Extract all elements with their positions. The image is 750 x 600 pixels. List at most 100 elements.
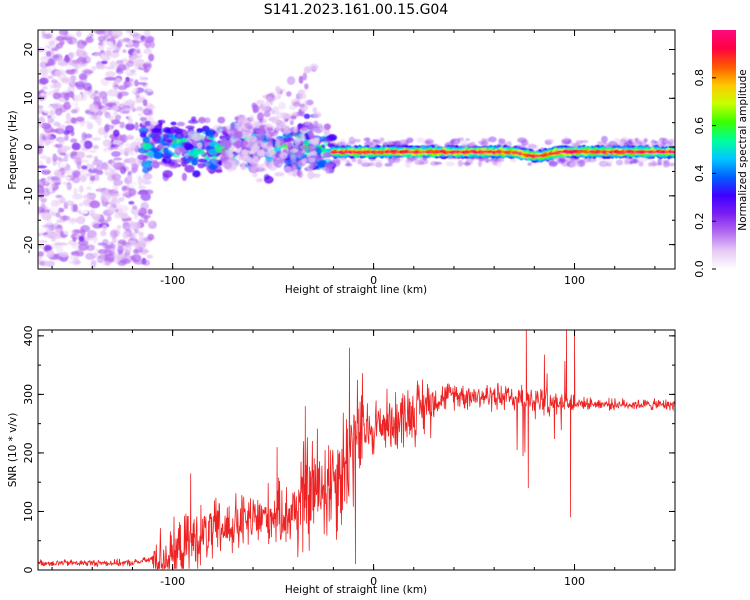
spectrogram-chirp-blob bbox=[253, 155, 260, 165]
spectrogram-noise-blob bbox=[115, 139, 122, 146]
spectrogram-chirp-blob bbox=[279, 152, 288, 160]
spectrogram-noise-blob bbox=[38, 245, 46, 249]
spectrogram-chirp-blob bbox=[287, 141, 293, 149]
spectrogram-noise-blob bbox=[45, 156, 52, 165]
snr-x-ticks: -100 0 100 bbox=[51, 330, 656, 588]
spectrogram-halo-blob bbox=[353, 138, 361, 143]
spectrogram-noise-blob bbox=[126, 41, 133, 47]
snr-plot-background bbox=[38, 330, 675, 570]
spectrogram-noise-blob bbox=[78, 112, 88, 117]
spectrogram-noise-blob bbox=[132, 33, 143, 40]
spectrogram-halo-blob bbox=[488, 136, 497, 143]
spectrogram-chirp-blob bbox=[286, 76, 296, 85]
spectrogram-noise-blob bbox=[78, 185, 84, 193]
spectrogram-chirp-blob bbox=[301, 126, 309, 132]
spectrogram-noise-blob bbox=[46, 249, 55, 258]
spectrogram-signal-blob bbox=[152, 161, 160, 169]
spectrogram-signal-blob bbox=[324, 163, 334, 169]
spectrogram-noise-blob bbox=[119, 214, 130, 220]
spectrogram-noise-blob bbox=[63, 154, 69, 163]
spectrogram-halo-blob bbox=[457, 159, 463, 167]
spectrogram-noise-blob bbox=[113, 221, 124, 227]
spectrogram-halo-blob bbox=[460, 140, 468, 147]
spectrogram-chirp-blob bbox=[259, 124, 265, 130]
spectrogram-chirp-blob bbox=[292, 125, 299, 134]
spectrogram-x-tick-label: -100 bbox=[160, 274, 185, 287]
spectrogram-blobs bbox=[38, 30, 675, 268]
colorbar-tick-label: 0.4 bbox=[693, 165, 706, 183]
spectrogram-halo-blob bbox=[639, 141, 647, 146]
spectrogram-halo-blob bbox=[357, 158, 363, 165]
spectrogram-noise-blob bbox=[38, 105, 44, 114]
spectrogram-chirp-blob bbox=[303, 66, 312, 74]
spectrogram-noise-blob bbox=[92, 144, 99, 150]
spectrogram-noise-blob bbox=[122, 80, 133, 88]
spectrogram-noise-blob bbox=[107, 206, 116, 215]
spectrogram-noise-blob bbox=[79, 142, 86, 150]
spectrogram-noise-blob bbox=[106, 215, 112, 222]
snr-y-tick-label: 200 bbox=[22, 442, 35, 463]
spectrogram-noise-blob bbox=[137, 176, 143, 186]
spectrogram-signal-blob bbox=[205, 129, 213, 136]
spectrogram-noise-blob bbox=[92, 234, 98, 244]
spectrogram-noise-blob bbox=[39, 116, 45, 124]
spectrogram-noise-blob bbox=[80, 225, 91, 233]
spectrogram-noise-blob bbox=[125, 143, 132, 147]
spectrogram-noise-blob bbox=[56, 156, 62, 161]
spectrogram-noise-blob bbox=[125, 123, 135, 131]
spectrogram-signal-blob bbox=[252, 172, 258, 178]
spectrogram-halo-blob bbox=[648, 142, 656, 146]
spectrogram-noise-blob bbox=[142, 108, 152, 116]
spectrogram-noise-blob bbox=[70, 138, 78, 144]
spectrogram-noise-blob bbox=[89, 175, 95, 182]
spectrogram-noise-blob bbox=[38, 138, 45, 147]
spectrogram-noise-blob bbox=[142, 63, 151, 68]
spectrogram-noise-blob bbox=[74, 249, 84, 257]
spectrogram-signal-blob bbox=[162, 155, 172, 165]
spectrogram-noise-blob bbox=[55, 245, 64, 254]
spectrogram-chirp-blob bbox=[283, 113, 291, 119]
spectrogram-noise-blob bbox=[102, 139, 112, 148]
spectrogram-chirp-blob bbox=[300, 145, 306, 154]
spectrogram-noise-blob bbox=[129, 255, 135, 260]
spectrogram-noise-blob bbox=[62, 215, 68, 222]
spectrogram-noise-blob bbox=[144, 83, 156, 92]
spectrogram-noise-blob bbox=[132, 100, 141, 104]
spectrogram-chirp-blob bbox=[313, 120, 319, 129]
spectrogram-halo-blob bbox=[638, 161, 644, 167]
spectrogram-signal-blob bbox=[196, 128, 204, 134]
spectrogram-chirp-blob bbox=[298, 92, 307, 100]
spectrogram-noise-blob bbox=[142, 259, 151, 266]
spectrogram-noise-blob bbox=[111, 105, 118, 112]
spectrogram-y-tick-label: 0 bbox=[22, 144, 35, 151]
spectrogram-noise-blob bbox=[129, 157, 136, 162]
spectrogram-chirp-blob bbox=[270, 116, 280, 124]
spectrogram-noise-blob bbox=[117, 64, 127, 71]
spectrogram-noise-blob bbox=[91, 137, 102, 141]
spectrogram-noise-blob bbox=[136, 142, 142, 146]
spectrogram-halo-blob bbox=[615, 159, 624, 166]
spectrogram-noise-blob bbox=[135, 198, 143, 204]
spectrogram-chirp-blob bbox=[249, 114, 254, 122]
spectrogram-chirp-blob bbox=[229, 162, 238, 171]
spectrogram-noise-blob bbox=[63, 226, 71, 236]
spectrogram-chirp-blob bbox=[257, 132, 265, 141]
spectrogram-halo-blob bbox=[632, 158, 640, 164]
spectrogram-noise-blob bbox=[147, 70, 154, 78]
spectrogram-halo-blob bbox=[573, 159, 584, 164]
spectrogram-noise-blob bbox=[90, 259, 97, 268]
spectrogram-noise-blob bbox=[52, 92, 61, 100]
spectrogram-noise-blob bbox=[134, 79, 139, 87]
spectrogram-signal-blob bbox=[219, 135, 226, 140]
spectrogram-halo-blob bbox=[386, 139, 393, 145]
spectrogram-noise-blob bbox=[93, 155, 99, 162]
spectrogram-noise-blob bbox=[115, 77, 122, 84]
spectrogram-noise-blob bbox=[70, 117, 77, 124]
spectrogram-chirp-blob bbox=[266, 96, 274, 104]
spectrogram-noise-blob bbox=[102, 161, 109, 171]
spectrogram-noise-blob bbox=[88, 149, 97, 153]
spectrogram-noise-blob bbox=[59, 251, 69, 258]
spectrogram-noise-blob bbox=[81, 159, 90, 163]
spectrogram-noise-blob bbox=[46, 115, 52, 119]
spectrogram-noise-blob bbox=[39, 77, 49, 85]
